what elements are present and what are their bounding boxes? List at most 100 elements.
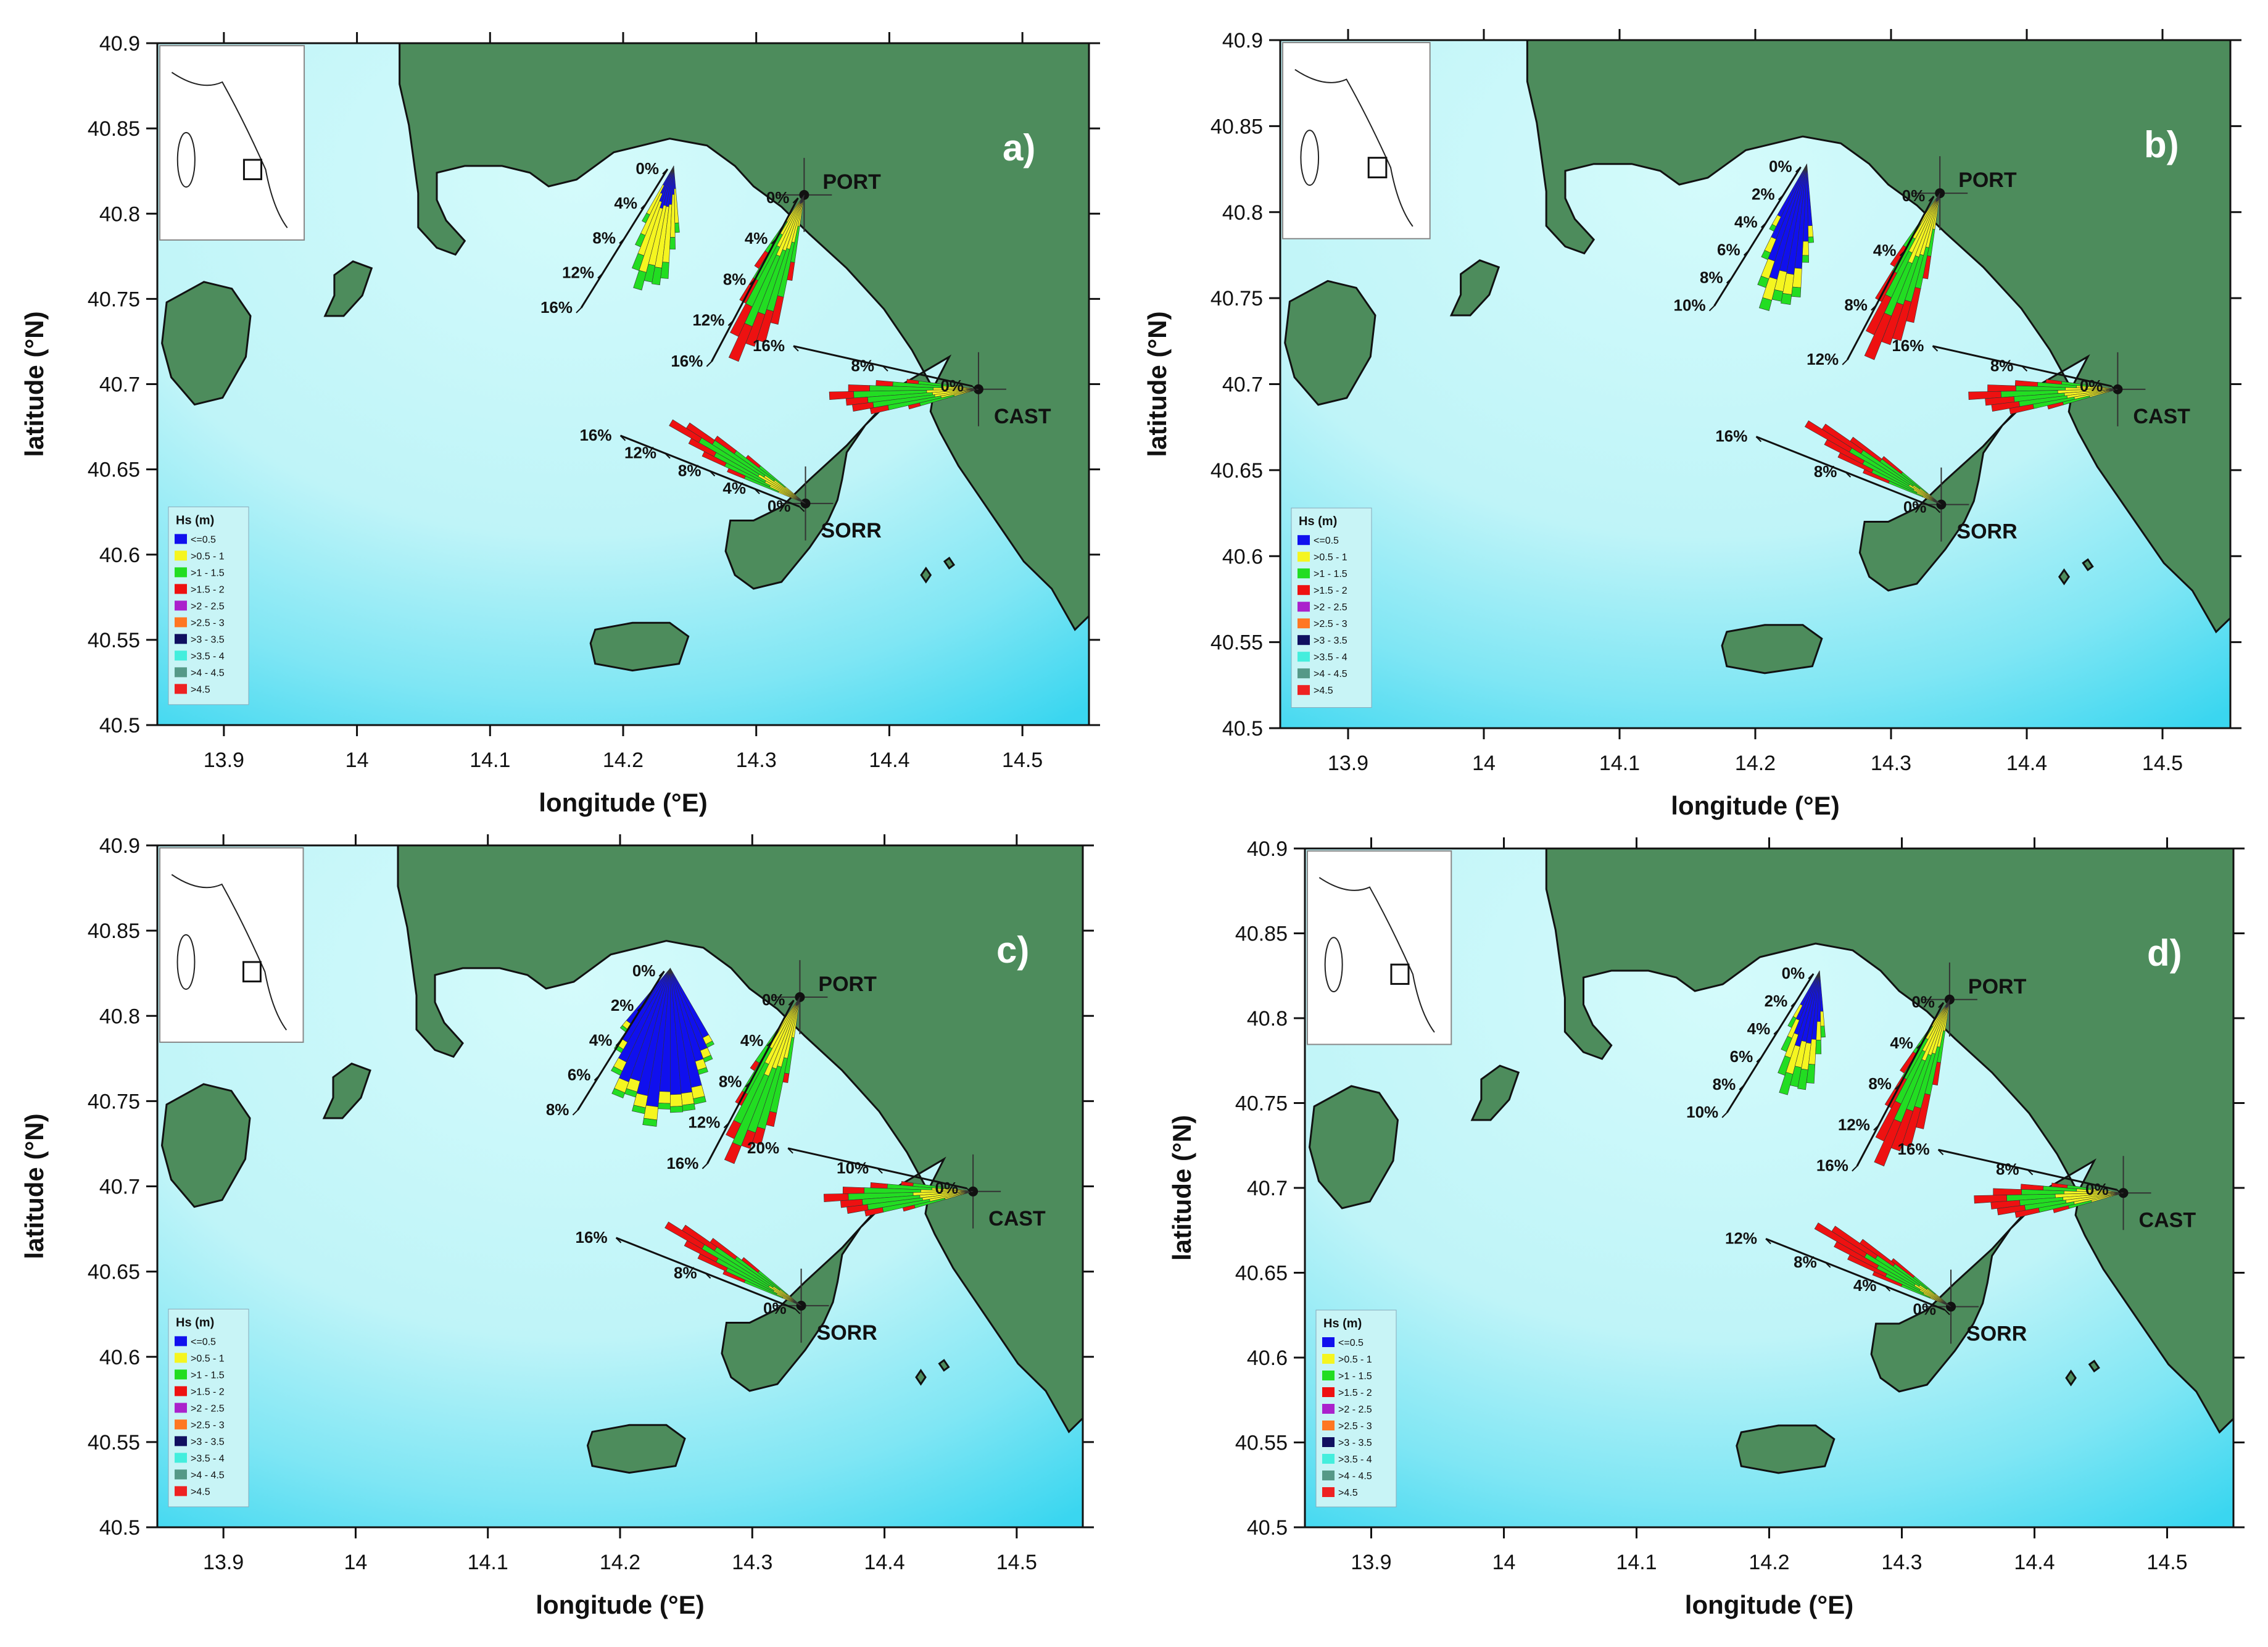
y-tick-label: 40.55 bbox=[88, 1431, 140, 1454]
rose-port-wedge-5-3 bbox=[1902, 1106, 1921, 1148]
legend-item-label: >0.5 - 1 bbox=[1338, 1355, 1372, 1365]
rose-port-wedge-4-3 bbox=[741, 1129, 756, 1149]
y-tick-label: 40.9 bbox=[99, 834, 140, 858]
scale-sorr-label: 8% bbox=[674, 1263, 697, 1282]
x-tick-label: 14.2 bbox=[1735, 752, 1776, 775]
scale-sorr-label: 12% bbox=[1725, 1229, 1757, 1248]
scale-nw-label: 2% bbox=[1765, 992, 1788, 1010]
scale-port-label: 16% bbox=[671, 352, 703, 370]
inset-area-box bbox=[1367, 157, 1388, 178]
scale-sorr-tick bbox=[664, 452, 671, 459]
scale-cast-label: 8% bbox=[1996, 1160, 2019, 1179]
scale-nw-label: 0% bbox=[1769, 157, 1792, 176]
rose-nw-wedge-8-2 bbox=[674, 222, 680, 233]
station-marker-sorr bbox=[1936, 499, 1947, 510]
island-4 bbox=[2065, 1369, 2077, 1387]
map-panel-4: PORT CAST SORR 0% 2% 4% 6% 8% 10% 0% 4% 8% 12% 16% 0% 8… bbox=[1167, 837, 2245, 1619]
scale-nw-label: 8% bbox=[1713, 1075, 1736, 1093]
island-1 bbox=[160, 1083, 251, 1208]
x-tick-label: 14.3 bbox=[732, 1551, 772, 1574]
rose-cast-wedge-5-3 bbox=[1991, 401, 2020, 412]
rose-port-wedge-7-3 bbox=[782, 1072, 790, 1084]
rose-cast-wedge-7-3 bbox=[908, 402, 921, 410]
rose-cast-wedge-7-3 bbox=[2047, 402, 2064, 410]
y-tick-label: 40.75 bbox=[1235, 1092, 1288, 1116]
scale-nw-tick bbox=[572, 1110, 579, 1116]
scale-nw-label: 6% bbox=[568, 1066, 591, 1084]
x-tick-label: 14.5 bbox=[2142, 752, 2183, 775]
map-panel-2: PORT CAST SORR 0% 2% 4% 6% 8% 10% 0% 4% 8% 12% 0% 8% 16… bbox=[1143, 29, 2241, 820]
legend-swatch bbox=[175, 1336, 187, 1346]
rose-sorr-wedge-5-3 bbox=[1837, 452, 1874, 473]
legend-item-label: >2 - 2.5 bbox=[191, 1403, 225, 1414]
scale-cast-label: 0% bbox=[2080, 376, 2103, 395]
legend-item-label: >3.5 - 4 bbox=[1338, 1454, 1372, 1465]
scale-cast-tick bbox=[2116, 1189, 2123, 1195]
scale-cast-label: 0% bbox=[935, 1179, 959, 1197]
x-tick-label: 14.1 bbox=[1599, 752, 1640, 775]
legend-item-label: >2 - 2.5 bbox=[1338, 1404, 1372, 1415]
scale-cast-tick bbox=[966, 1188, 972, 1194]
scale-sorr-label: 0% bbox=[763, 1299, 787, 1317]
rose-port-wedge-6-3 bbox=[770, 295, 784, 325]
legend-swatch bbox=[175, 1369, 187, 1380]
island-5 bbox=[2082, 558, 2094, 571]
scale-port-label: 0% bbox=[762, 990, 785, 1009]
rose-sorr-wedge-6-3 bbox=[1872, 1271, 1903, 1287]
legend-item-label: >2 - 2.5 bbox=[191, 601, 225, 612]
scale-nw-axis bbox=[1713, 166, 1802, 307]
legend-swatch bbox=[1297, 652, 1310, 662]
scale-sorr-label: 12% bbox=[624, 444, 656, 462]
inset-locator-map bbox=[1307, 850, 1452, 1045]
scale-port-tick bbox=[723, 1122, 730, 1129]
scale-sorr-axis bbox=[1765, 1238, 1945, 1311]
legend-swatch bbox=[1297, 535, 1310, 546]
scale-cast-label: 16% bbox=[1892, 336, 1924, 355]
scale-cast-label: 0% bbox=[2085, 1180, 2109, 1198]
rose-nw-wedge-7-1 bbox=[1816, 1021, 1821, 1040]
inset-sardinia-outline bbox=[176, 131, 196, 188]
rose-nw-wedge-7-2 bbox=[1815, 1040, 1822, 1055]
rose-nw-wedge-6-2 bbox=[1791, 286, 1802, 297]
scale-sorr-label: 16% bbox=[579, 426, 611, 444]
rose-nw-wedge-7-1 bbox=[658, 1091, 671, 1104]
y-tick-label: 40.6 bbox=[99, 544, 140, 567]
hs-legend: Hs (m) <=0.5 >0.5 - 1 >1 - 1.5 >1.5 - 2 >2 - … bbox=[1291, 507, 1372, 708]
scale-sorr-label: 16% bbox=[576, 1228, 608, 1247]
scale-nw-tick bbox=[1743, 249, 1750, 256]
legend-swatch bbox=[1322, 1337, 1335, 1347]
y-tick-label: 40.7 bbox=[1222, 373, 1263, 397]
scale-port-tick bbox=[702, 1163, 708, 1169]
scale-nw-label: 2% bbox=[1752, 185, 1775, 204]
x-tick-label: 14.5 bbox=[2146, 1551, 2187, 1574]
scale-sorr-tick bbox=[1884, 1285, 1891, 1292]
scale-nw-tick bbox=[1790, 1001, 1797, 1007]
rose-cast-wedge-2-3 bbox=[848, 384, 870, 392]
legend-title: Hs (m) bbox=[176, 1316, 214, 1329]
y-tick-label: 40.85 bbox=[88, 117, 140, 141]
scale-port-tick bbox=[1871, 305, 1877, 311]
legend-item-label: >3 - 3.5 bbox=[1314, 636, 1347, 646]
scale-cast-label: 8% bbox=[851, 356, 874, 375]
scale-port-tick bbox=[1916, 1043, 1922, 1049]
scale-cast-tick bbox=[972, 386, 978, 392]
scale-sorr-label: 8% bbox=[1814, 462, 1837, 481]
scale-sorr-label: 0% bbox=[1903, 498, 1927, 517]
scale-sorr-tick bbox=[705, 1272, 711, 1279]
scale-sorr-tick bbox=[754, 488, 760, 494]
scale-nw-label: 4% bbox=[1747, 1019, 1771, 1038]
rose-sorr-wedge-5-3 bbox=[1847, 1255, 1887, 1277]
scale-port-tick bbox=[745, 1081, 751, 1088]
station-label-cast: CAST bbox=[988, 1207, 1046, 1230]
legend-item-label: >1.5 - 2 bbox=[1338, 1388, 1372, 1398]
rose-sorr-wedge-4-3 bbox=[1834, 1241, 1879, 1269]
legend-item-label: >2.5 - 3 bbox=[191, 618, 225, 628]
rose-nw-wedge-8-1 bbox=[1808, 225, 1814, 238]
y-tick-label: 40.6 bbox=[1222, 545, 1263, 568]
y-axis-title: latitude (°N) bbox=[20, 1113, 49, 1259]
wave-roses: 0% 2% 4% 6% 8% 10% 0% 4% 8% 12% 0% 8% 16% 0% 8% 16% bbox=[1674, 157, 2118, 517]
rose-nw-wedge-8-1 bbox=[670, 1093, 683, 1107]
y-axis-title: latitude (°N) bbox=[20, 311, 49, 457]
scale-port-label: 12% bbox=[1838, 1116, 1870, 1134]
scale-sorr-tick bbox=[794, 1308, 801, 1314]
